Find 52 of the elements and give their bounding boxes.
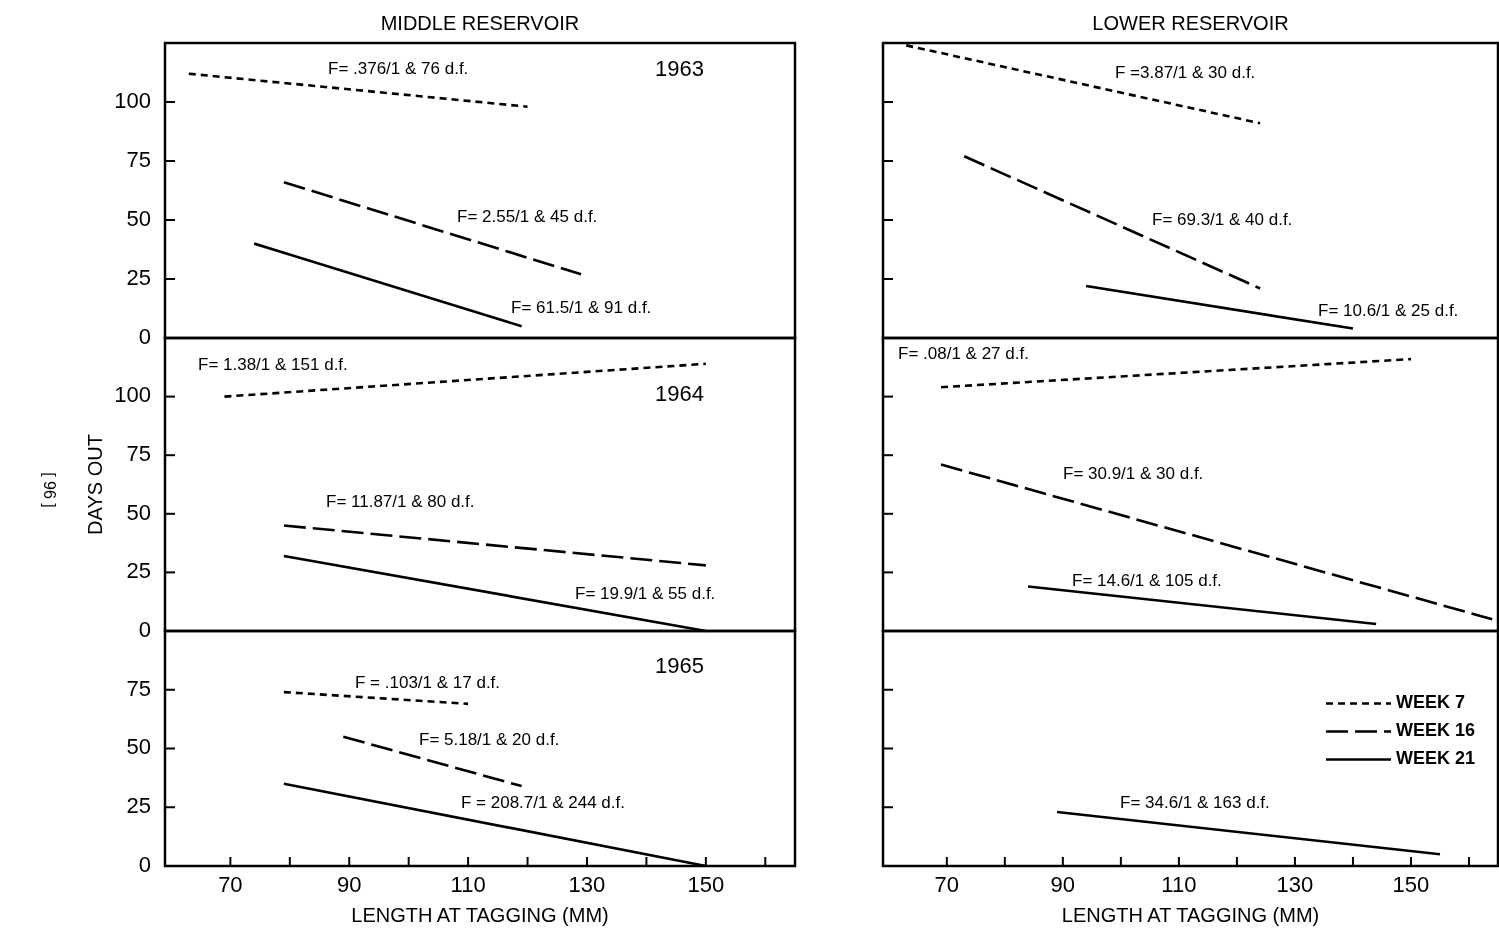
annotation: F = .103/1 & 17 d.f. xyxy=(355,673,501,693)
annotation: 1964 xyxy=(655,380,704,406)
y-tick-label: 75 xyxy=(126,441,151,467)
legend-label: WEEK 16 xyxy=(1396,720,1476,741)
y-tick-label: 25 xyxy=(126,793,151,819)
y-tick-label: 100 xyxy=(114,87,151,113)
annotation: F =3.87/1 & 30 d.f. xyxy=(1115,63,1256,83)
annotation: 1963 xyxy=(655,55,704,81)
x-axis-title: LENGTH AT TAGGING (MM) xyxy=(1061,904,1320,926)
x-tick-label: 150 xyxy=(687,872,725,897)
y-tick-label: 0 xyxy=(138,851,151,877)
y-tick-label: 50 xyxy=(126,499,151,525)
x-tick-label: 110 xyxy=(450,872,486,897)
y-tick-label: 25 xyxy=(126,558,151,584)
x-tick-label: 90 xyxy=(1050,872,1076,897)
annotation: F= 1.38/1 & 151 d.f. xyxy=(198,355,348,375)
annotation: F= 14.6/1 & 105 d.f. xyxy=(1072,571,1222,591)
y-axis-title: DAYS OUT xyxy=(84,434,107,535)
legend-label: WEEK 21 xyxy=(1396,748,1476,769)
x-tick-label: 150 xyxy=(1392,872,1430,897)
chart-title: LOWER RESERVOIR xyxy=(1092,12,1289,34)
annotation: F= .08/1 & 27 d.f. xyxy=(898,344,1029,364)
annotation: F= 11.87/1 & 80 d.f. xyxy=(326,492,475,512)
annotation: F= 5.18/1 & 20 d.f. xyxy=(419,730,560,750)
annotation: F= 69.3/1 & 40 d.f. xyxy=(1152,210,1293,230)
y-tick-label: 100 xyxy=(114,382,151,408)
text: [ 96 ] xyxy=(40,472,58,508)
annotation: F = 208.7/1 & 244 d.f. xyxy=(461,793,625,813)
annotation: F= .376/1 & 76 d.f. xyxy=(328,59,469,79)
y-tick-label: 75 xyxy=(126,675,151,701)
annotation: F= 10.6/1 & 25 d.f. xyxy=(1318,301,1459,321)
chart-title: MIDDLE RESERVOIR xyxy=(380,12,580,34)
x-tick-label: 130 xyxy=(568,872,606,897)
annotation: F= 34.6/1 & 163 d.f. xyxy=(1120,793,1270,813)
annotation: F= 19.9/1 & 55 d.f. xyxy=(575,584,716,604)
y-tick-label: 75 xyxy=(126,146,151,172)
x-axis-title: LENGTH AT TAGGING (MM) xyxy=(351,904,609,926)
annotation: F= 30.9/1 & 30 d.f. xyxy=(1063,464,1204,484)
legend-label: WEEK 7 xyxy=(1396,692,1466,713)
annotation: 1965 xyxy=(655,652,704,678)
x-tick-label: 70 xyxy=(218,872,243,897)
x-tick-label: 90 xyxy=(337,872,362,897)
annotation: F= 61.5/1 & 91 d.f. xyxy=(511,298,652,318)
x-tick-label: 130 xyxy=(1276,872,1314,897)
y-tick-label: 50 xyxy=(126,734,151,760)
x-tick-label: 70 xyxy=(934,872,960,897)
y-tick-label: 25 xyxy=(126,264,151,290)
x-tick-label: 110 xyxy=(1161,872,1197,897)
y-tick-label: 50 xyxy=(126,205,151,231)
y-tick-label: 0 xyxy=(138,323,151,349)
annotation: F= 2.55/1 & 45 d.f. xyxy=(457,207,598,227)
y-tick-label: 0 xyxy=(138,616,151,642)
